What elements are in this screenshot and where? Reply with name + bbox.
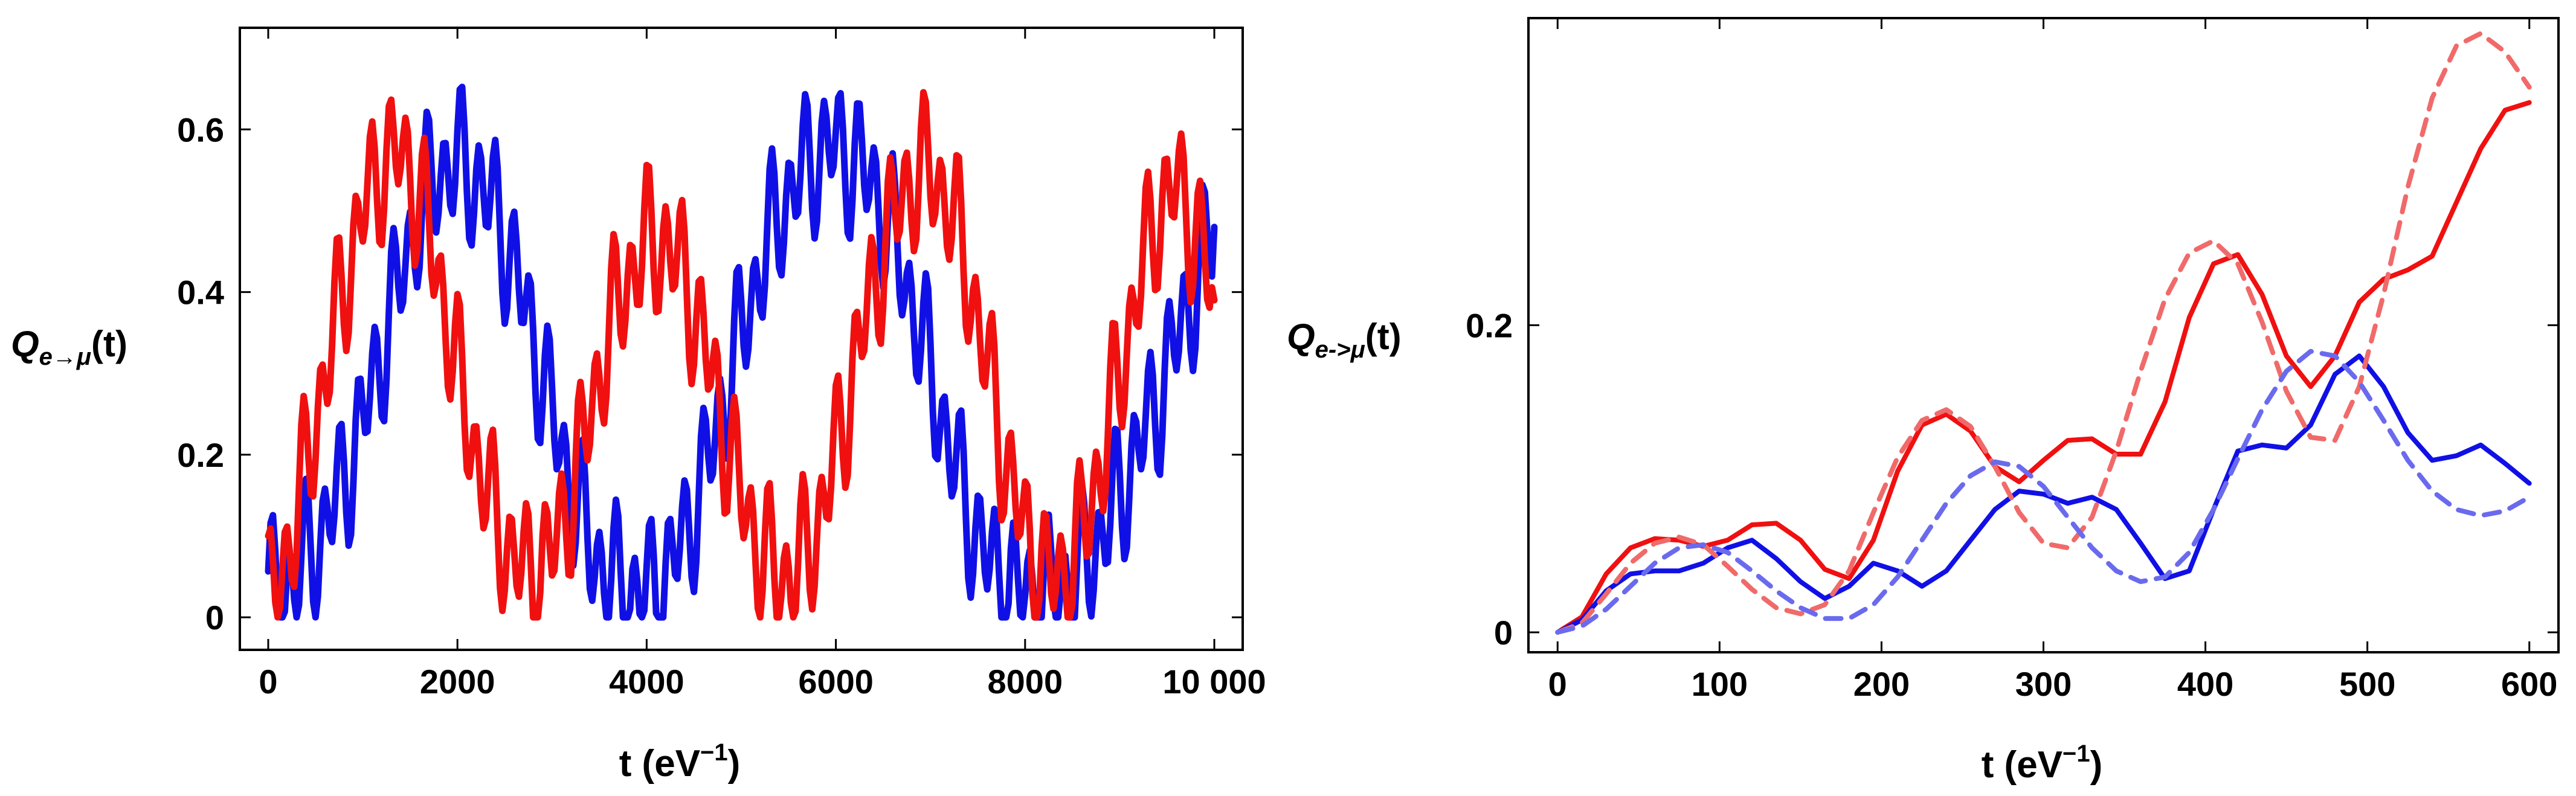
left-y-tick-label: 0.6 bbox=[177, 111, 224, 149]
left-y-tick-label: 0 bbox=[205, 599, 224, 637]
left-y-tick-label: 0.4 bbox=[177, 274, 224, 312]
left-series-red bbox=[265, 89, 1218, 621]
left-series bbox=[265, 83, 1218, 621]
right-x-tick-label: 200 bbox=[1853, 665, 1910, 703]
right-x-axis-label: t (eV−1) bbox=[1982, 740, 2103, 786]
left-x-tick-label: 0 bbox=[259, 663, 277, 701]
left-x-tick-label: 6000 bbox=[798, 663, 874, 701]
left-y-tick-label: 0.2 bbox=[177, 436, 224, 474]
right-series-blue bbox=[1555, 353, 2532, 635]
right-series-red-dashed bbox=[1555, 31, 2532, 635]
left-plot-frame bbox=[239, 27, 1244, 651]
right-series bbox=[1555, 31, 2532, 635]
left-y-axis-label: Qe→μ(t) bbox=[11, 324, 127, 370]
right-y-axis-label: Qe->μ(t) bbox=[1287, 316, 1402, 363]
right-ticks: 0 100 200 300 400 500 600 0 0.2 bbox=[1466, 18, 2558, 703]
right-x-tick-label: 500 bbox=[2339, 665, 2395, 703]
left-chart: 0 2000 4000 6000 8000 10 000 0 0.2 0.4 0.6 Qe→μ(t… bbox=[11, 27, 1266, 785]
left-x-tick-label: 2000 bbox=[420, 663, 495, 701]
right-x-tick-label: 0 bbox=[1548, 665, 1567, 703]
left-x-tick-label: 10 000 bbox=[1162, 663, 1266, 701]
right-x-tick-label: 100 bbox=[1692, 665, 1748, 703]
right-y-tick-label: 0.2 bbox=[1466, 306, 1513, 344]
left-x-axis-label: t (eV−1) bbox=[619, 739, 741, 785]
right-series-blue-dashed bbox=[1555, 348, 2532, 635]
right-plot-frame bbox=[1527, 17, 2560, 653]
left-ticks: 0 2000 4000 6000 8000 10 000 0 0.2 0.4 0.6 bbox=[177, 28, 1266, 701]
right-x-tick-label: 400 bbox=[2177, 665, 2233, 703]
right-x-tick-label: 600 bbox=[2501, 665, 2557, 703]
right-chart: 0 100 200 300 400 500 600 0 0.2 Qe->μ(t) t (eV−1… bbox=[1287, 17, 2560, 786]
left-series-blue bbox=[265, 83, 1218, 621]
right-series-red bbox=[1555, 100, 2532, 635]
left-x-tick-label: 4000 bbox=[609, 663, 684, 701]
right-x-tick-label: 300 bbox=[2015, 665, 2072, 703]
left-x-tick-label: 8000 bbox=[988, 663, 1063, 701]
right-y-tick-label: 0 bbox=[1494, 614, 1513, 652]
